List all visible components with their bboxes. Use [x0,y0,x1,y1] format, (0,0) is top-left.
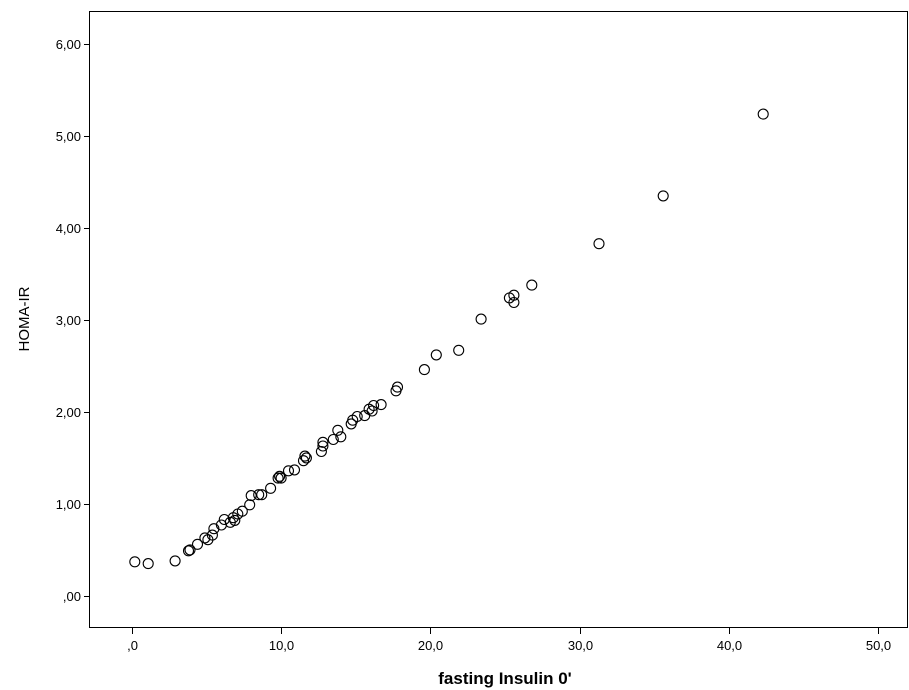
data-point [206,529,218,541]
data-point [184,544,196,556]
data-point [335,431,347,443]
data-point [526,279,538,291]
data-point [182,545,195,557]
x-tick-label: 30,0 [568,638,593,653]
data-point [368,399,380,412]
data-point [265,482,277,494]
data-point [375,399,387,411]
data-point [218,513,230,526]
data-point [275,472,287,484]
data-point [256,489,268,501]
data-point [757,108,769,120]
y-tick-label: 4,00 [56,221,81,236]
x-tick-label: 50,0 [866,638,891,653]
data-points [129,108,769,570]
data-point [508,296,520,309]
data-point [288,464,301,476]
data-point [282,465,295,477]
data-point [317,436,329,448]
data-point [430,349,442,361]
data-point [508,289,520,301]
data-point [253,489,265,501]
x-tick-label: 40,0 [717,638,742,653]
data-point [418,364,430,376]
x-axis: ,0 10,0 20,0 30,0 40,0 50,0 [127,628,891,653]
data-point [191,538,204,550]
data-point [391,381,404,393]
data-point [274,470,286,482]
y-tick-label: 3,00 [56,313,81,328]
y-tick-label: 1,00 [56,497,81,512]
data-point [299,450,311,462]
data-point [229,514,241,526]
x-tick-label: 10,0 [269,638,294,653]
data-point [169,555,181,567]
data-point [142,558,154,570]
y-axis-title: HOMA-IR [16,286,33,351]
data-point [317,440,329,452]
data-point [272,472,284,484]
x-axis-title: fasting Insulin 0' [438,669,571,688]
data-point [129,556,141,568]
data-point [366,405,378,417]
data-point [300,452,312,464]
x-tick-label: 20,0 [418,638,443,653]
y-tick-label: 5,00 [56,129,81,144]
data-point [332,424,344,436]
y-axis: ,00 1,00 2,00 3,00 4,00 5,00 6,00 [56,37,90,604]
data-point [297,455,310,467]
y-tick-label: ,00 [63,589,81,604]
data-point [199,532,211,544]
data-point [475,313,487,325]
data-point [327,433,339,446]
data-point [593,238,605,250]
data-point [315,445,327,458]
data-point [453,344,465,356]
data-point [236,505,248,517]
data-point [351,410,363,423]
data-point [657,190,669,202]
data-point [244,499,256,511]
y-tick-label: 6,00 [56,37,81,52]
y-tick-label: 2,00 [56,405,81,420]
data-point [245,490,257,502]
x-tick-label: ,0 [127,638,138,653]
plot-frame [89,11,908,628]
